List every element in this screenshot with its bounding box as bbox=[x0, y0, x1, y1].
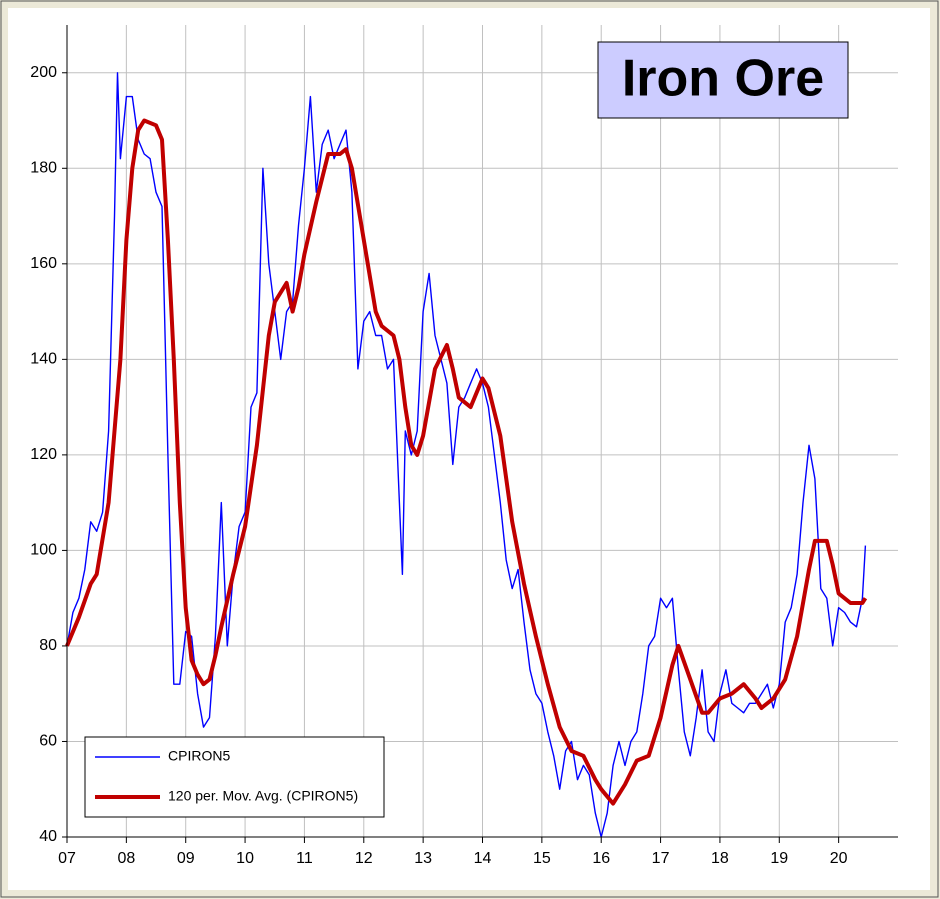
legend-entries: CPIRON5 120 per. Mov. Avg. (CPIRON5) bbox=[95, 748, 358, 804]
chart-title: Iron Ore bbox=[622, 50, 824, 108]
legend-label: CPIRON5 bbox=[168, 748, 230, 764]
x-tick-label: 11 bbox=[296, 850, 313, 867]
title-box bbox=[597, 41, 849, 119]
x-tick-label: 20 bbox=[830, 850, 848, 867]
x-tick-label: 08 bbox=[117, 850, 135, 867]
y-tick-label: 120 bbox=[30, 446, 57, 463]
x-tick-label: 15 bbox=[533, 850, 551, 867]
x-tick-label: 19 bbox=[770, 850, 788, 867]
y-tick-label: 160 bbox=[30, 255, 57, 272]
x-tick-label: 09 bbox=[177, 850, 195, 867]
x-tick-label: 16 bbox=[592, 850, 610, 867]
y-tick-label: 40 bbox=[39, 828, 57, 845]
y-tick-label: 60 bbox=[39, 733, 57, 750]
x-tick-label: 14 bbox=[474, 850, 492, 867]
x-tick-label: 18 bbox=[711, 850, 729, 867]
legend bbox=[84, 736, 385, 818]
x-tick-label: 17 bbox=[652, 850, 670, 867]
x-tick-label: 13 bbox=[414, 850, 432, 867]
lines bbox=[65, 72, 868, 838]
series-line bbox=[65, 118, 868, 806]
y-tick-label: 80 bbox=[39, 637, 57, 654]
y-tick-label: 180 bbox=[30, 160, 57, 177]
x-tick-label: 07 bbox=[58, 850, 76, 867]
y-tick-label: 140 bbox=[30, 351, 57, 368]
x-tick-label: 12 bbox=[355, 850, 373, 867]
legend-label: 120 per. Mov. Avg. (CPIRON5) bbox=[168, 788, 358, 804]
y-tick-label: 200 bbox=[30, 64, 57, 81]
y-tick-label: 100 bbox=[30, 542, 57, 559]
x-tick-label: 10 bbox=[236, 850, 254, 867]
